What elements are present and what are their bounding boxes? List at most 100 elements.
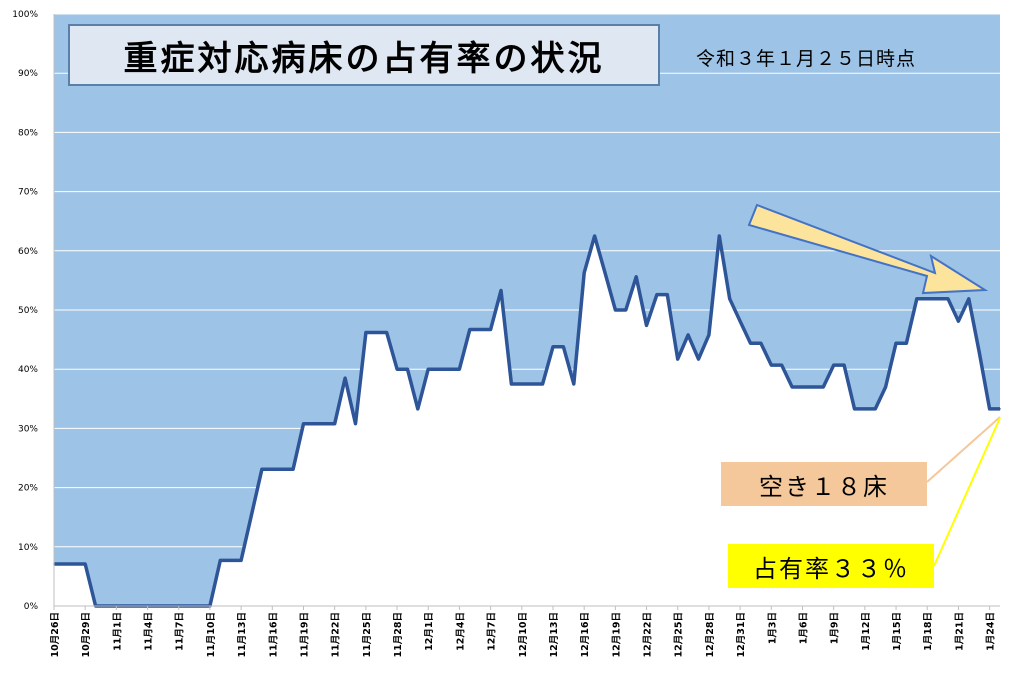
data-point bbox=[302, 422, 305, 425]
data-point bbox=[895, 342, 897, 344]
data-point bbox=[645, 324, 648, 327]
vacant-leader-line bbox=[926, 416, 1001, 483]
data-point bbox=[614, 309, 617, 311]
x-tick-label: 1月9日 bbox=[830, 612, 841, 644]
data-point bbox=[728, 297, 731, 300]
x-tick-label: 12月19日 bbox=[611, 612, 622, 657]
y-axis-ticks: 0% 10% 20% 30% 40% 50% 60% 70% 80% 90% 100% bbox=[12, 10, 38, 612]
chart-title: 重症対応病床の占有率の状況 bbox=[68, 24, 660, 86]
data-point bbox=[344, 377, 346, 379]
data-point bbox=[801, 386, 804, 388]
data-point bbox=[521, 383, 523, 385]
y-tick-label: 90% bbox=[18, 69, 38, 79]
x-tick-label: 12月4日 bbox=[455, 612, 466, 651]
data-point bbox=[448, 368, 450, 371]
data-point bbox=[884, 386, 887, 388]
data-point bbox=[541, 383, 544, 385]
x-tick-label: 11月22日 bbox=[331, 612, 342, 657]
data-point bbox=[936, 297, 939, 300]
data-point bbox=[853, 408, 856, 410]
data-point bbox=[988, 408, 991, 410]
data-point bbox=[676, 358, 679, 360]
data-point bbox=[396, 368, 398, 371]
x-tick-label: 11月25日 bbox=[362, 612, 373, 657]
y-tick-label: 10% bbox=[18, 543, 38, 553]
data-point bbox=[583, 271, 585, 274]
data-point bbox=[926, 297, 929, 300]
data-point bbox=[469, 328, 471, 331]
data-point bbox=[999, 408, 1001, 410]
data-point bbox=[947, 297, 949, 300]
data-point bbox=[250, 514, 253, 516]
x-tick-label: 1月6日 bbox=[798, 612, 809, 644]
occupancy-rate-label: 占有率３３％ bbox=[728, 544, 934, 588]
data-point bbox=[957, 320, 960, 323]
data-point bbox=[333, 422, 336, 425]
data-point bbox=[417, 408, 419, 410]
x-tick-label: 1月24日 bbox=[986, 612, 997, 651]
x-tick-label: 12月10日 bbox=[518, 612, 529, 657]
data-point bbox=[271, 468, 274, 471]
data-point bbox=[739, 320, 741, 323]
data-point bbox=[406, 368, 409, 371]
data-point bbox=[479, 328, 482, 331]
x-tick-label: 1月21日 bbox=[954, 612, 965, 651]
x-tick-label: 11月1日 bbox=[112, 612, 123, 651]
data-point bbox=[63, 563, 66, 565]
occupancy-line bbox=[54, 234, 1000, 608]
y-tick-label: 70% bbox=[18, 188, 38, 198]
data-point bbox=[770, 364, 773, 366]
x-tick-label: 11月13日 bbox=[237, 612, 248, 657]
data-point bbox=[552, 345, 554, 348]
x-tick-label: 1月18日 bbox=[923, 612, 934, 651]
data-point bbox=[864, 408, 866, 410]
x-tick-label: 1月12日 bbox=[861, 612, 872, 651]
data-point bbox=[708, 334, 710, 336]
data-point bbox=[916, 297, 918, 300]
data-point bbox=[593, 235, 596, 237]
data-point bbox=[656, 293, 658, 296]
data-point bbox=[489, 328, 492, 331]
data-point bbox=[219, 559, 222, 562]
data-point bbox=[385, 331, 388, 334]
x-tick-label: 11月7日 bbox=[175, 612, 186, 651]
y-tick-label: 80% bbox=[18, 128, 38, 138]
x-tick-label: 11月4日 bbox=[144, 612, 155, 651]
data-point bbox=[687, 334, 689, 336]
y-tick-label: 30% bbox=[18, 424, 38, 434]
data-point bbox=[281, 468, 284, 471]
data-point bbox=[968, 297, 970, 300]
data-point bbox=[760, 342, 762, 344]
data-point bbox=[458, 368, 461, 371]
data-point bbox=[749, 342, 752, 344]
data-point bbox=[229, 559, 232, 562]
x-tick-label: 11月28日 bbox=[393, 612, 404, 657]
data-point bbox=[437, 368, 440, 371]
data-point bbox=[572, 383, 575, 385]
data-point bbox=[832, 364, 835, 366]
as-of-date: 令和３年１月２５日時点 bbox=[696, 48, 917, 70]
data-point bbox=[791, 386, 793, 388]
data-point bbox=[292, 468, 294, 471]
data-point bbox=[365, 331, 367, 334]
y-tick-label: 60% bbox=[18, 247, 38, 257]
data-point bbox=[718, 235, 721, 237]
data-point bbox=[73, 563, 76, 565]
data-point bbox=[843, 364, 845, 366]
data-point bbox=[780, 364, 783, 366]
data-point bbox=[978, 351, 981, 353]
data-point bbox=[323, 422, 326, 425]
data-point bbox=[624, 309, 627, 311]
y-tick-label: 20% bbox=[18, 484, 38, 494]
trend-arrow bbox=[747, 203, 989, 295]
data-point bbox=[375, 331, 378, 334]
data-point bbox=[240, 559, 242, 562]
x-tick-label: 1月15日 bbox=[892, 612, 903, 651]
x-tick-label: 12月31日 bbox=[736, 612, 747, 657]
data-point bbox=[427, 368, 430, 371]
x-axis-ticks: 10月26日 10月29日 11月1日 11月4日 11月7日 11月10日 11月13日 1… bbox=[50, 606, 997, 657]
data-point bbox=[905, 342, 908, 344]
data-point bbox=[313, 422, 315, 425]
data-point bbox=[874, 408, 877, 410]
x-tick-label: 11月16日 bbox=[268, 612, 279, 657]
